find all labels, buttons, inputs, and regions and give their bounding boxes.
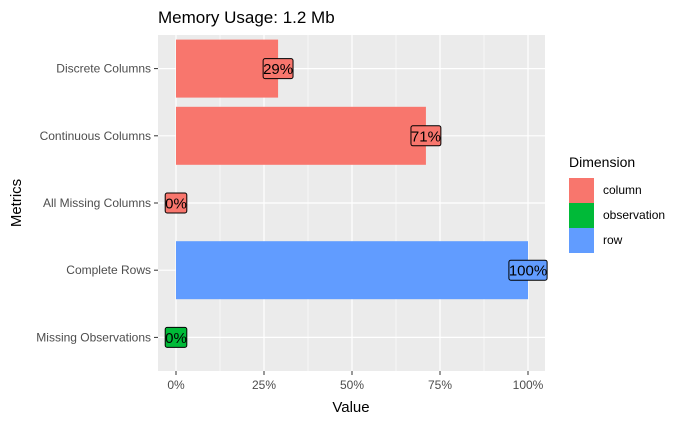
bar <box>176 241 528 300</box>
x-tick-label: 25% <box>252 378 276 392</box>
data-labels: 29% 71% 0% 100% 0% <box>164 58 548 348</box>
legend-label: row <box>603 233 623 247</box>
y-tick-label: Complete Rows <box>66 263 151 277</box>
data-label: 100% <box>509 263 547 280</box>
x-tick-label: 75% <box>428 378 452 392</box>
data-label-box <box>508 259 548 281</box>
chart-title: Memory Usage: 1.2 Mb <box>158 8 335 27</box>
legend-label: observation <box>603 208 665 222</box>
y-tick-label: Continuous Columns <box>40 129 151 143</box>
x-tick-label: 0% <box>167 378 185 392</box>
bars <box>176 39 528 300</box>
legend: column observation row <box>569 178 665 253</box>
bar <box>176 106 426 165</box>
x-axis-title: Value <box>332 399 369 416</box>
y-tick-label: All Missing Columns <box>43 196 151 210</box>
x-tick-label: 100% <box>513 378 544 392</box>
data-label: 71% <box>411 128 441 145</box>
y-axis-title: Metrics <box>8 179 25 227</box>
data-label-box <box>164 192 188 214</box>
y-tick-label: Missing Observations <box>36 330 151 344</box>
data-label-box <box>164 326 188 348</box>
data-label: 0% <box>165 330 187 347</box>
x-tick-label: 50% <box>340 378 364 392</box>
y-tick-label: Discrete Columns <box>56 62 151 76</box>
legend-key <box>569 203 594 228</box>
legend-label: column <box>603 183 642 197</box>
data-label-box <box>262 58 294 80</box>
bar <box>176 39 279 98</box>
data-label-box <box>410 125 442 147</box>
legend-title: Dimension <box>569 154 635 170</box>
legend-key <box>569 178 594 203</box>
y-axis: Discrete Columns Continuous Columns All Mi… <box>36 62 158 344</box>
data-label: 0% <box>165 196 187 213</box>
data-label: 29% <box>263 61 293 78</box>
x-axis: 0% 25% 50% 75% 100% <box>167 371 544 392</box>
legend-key <box>569 228 594 253</box>
